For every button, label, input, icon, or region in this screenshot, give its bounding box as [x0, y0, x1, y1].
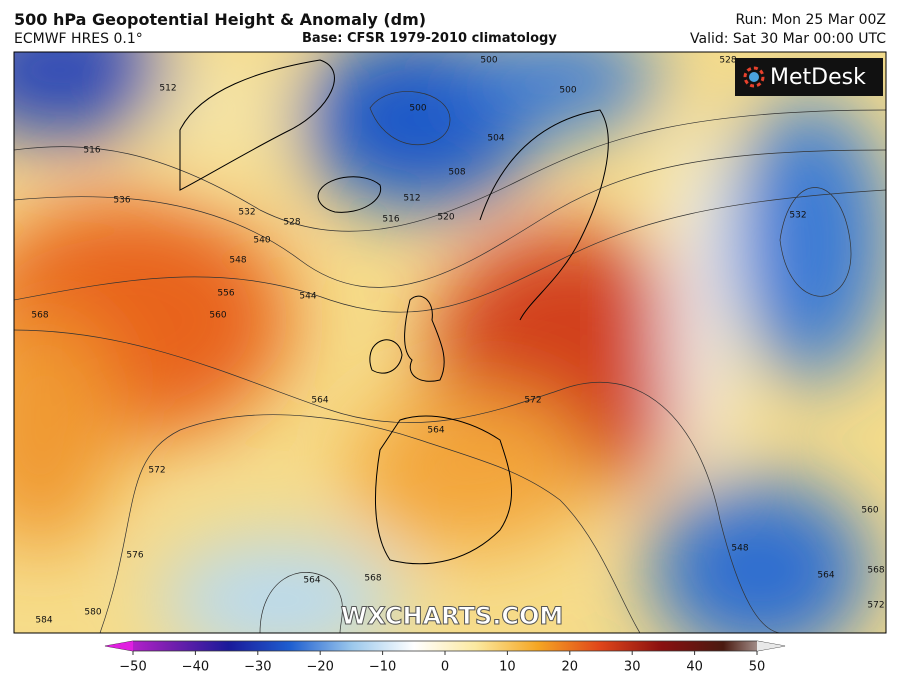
contour-label: 504	[487, 134, 504, 144]
contour-label: 556	[217, 289, 234, 299]
contour-labels: 512 516 536 532 528 540 548 556 560 568 544 564 572 5…	[31, 56, 884, 626]
model: ECMWF HRES 0.1°	[14, 31, 143, 47]
colorbar-tick-label: 40	[686, 660, 703, 675]
contour-label: 516	[83, 146, 100, 156]
contour-label: 540	[253, 236, 270, 246]
contour-label: 568	[31, 311, 48, 321]
contour-label: 564	[427, 426, 444, 436]
colorbar-left-cap	[105, 641, 133, 651]
contour-label: 572	[148, 466, 165, 476]
contour-label: 520	[437, 213, 454, 223]
contour-label: 500	[409, 104, 426, 114]
contour-label: 508	[448, 168, 465, 178]
contour-label: 528	[283, 218, 300, 228]
contour-label: 564	[311, 396, 328, 406]
title: 500 hPa Geopotential Height & Anomaly (d…	[14, 10, 427, 29]
contour-label: 532	[789, 211, 806, 221]
contour-label: 584	[35, 616, 52, 626]
contour-label: 536	[113, 196, 130, 206]
logo: MetDesk	[735, 58, 883, 96]
contour-label: 548	[229, 256, 246, 266]
contour-label: 528	[719, 56, 736, 66]
contour-label: 564	[303, 576, 320, 586]
logo-text: MetDesk	[770, 65, 866, 90]
colorbar-body	[104, 640, 786, 652]
contour-label: 568	[867, 566, 884, 576]
run: Run: Mon 25 Mar 00Z	[735, 12, 886, 28]
colorbar-tick-label: −30	[244, 660, 271, 675]
contour-label: 500	[480, 56, 497, 66]
contour-label: 512	[403, 194, 420, 204]
contour-label: 532	[238, 208, 255, 218]
contour-label: 576	[126, 551, 143, 561]
contour-label: 568	[364, 574, 381, 584]
contour-label: 572	[867, 601, 884, 611]
contours	[14, 91, 886, 633]
contour-label: 500	[559, 86, 576, 96]
contour-label: 560	[209, 311, 226, 321]
contour-label: 560	[861, 506, 878, 516]
contour-label: 564	[817, 571, 834, 581]
colorbar-tick-label: 30	[624, 660, 641, 675]
colorbar-tick-label: −20	[306, 660, 333, 675]
contour-label: 548	[731, 544, 748, 554]
valid: Valid: Sat 30 Mar 00:00 UTC	[690, 31, 886, 47]
colorbar-tick-label: −10	[369, 660, 396, 675]
colorbar-tick-label: −50	[119, 660, 146, 675]
colorbar-tick-label: 50	[749, 660, 766, 675]
contour-label: 572	[524, 396, 541, 406]
contour-label: 512	[159, 84, 176, 94]
anomaly-field: 512 516 536 532 528 540 548 556 560 568 544 564 572 5…	[14, 52, 886, 633]
colorbar-right-cap	[757, 641, 785, 651]
base: Base: CFSR 1979-2010 climatology	[302, 31, 557, 46]
colorbar-tick-label: 0	[441, 660, 449, 675]
colorbar: −50 −40 −30 −20 −10 0 10 20 30 40 50	[104, 640, 786, 675]
contour-label: 580	[84, 608, 101, 618]
contour-label: 544	[299, 292, 316, 302]
watermark: WXCHARTS.COM	[341, 602, 563, 630]
coastlines	[179, 59, 609, 565]
contour-label: 516	[382, 215, 399, 225]
colorbar-tick-label: 20	[562, 660, 579, 675]
colorbar-tick-label: 10	[499, 660, 516, 675]
colorbar-tick-label: −40	[182, 660, 209, 675]
